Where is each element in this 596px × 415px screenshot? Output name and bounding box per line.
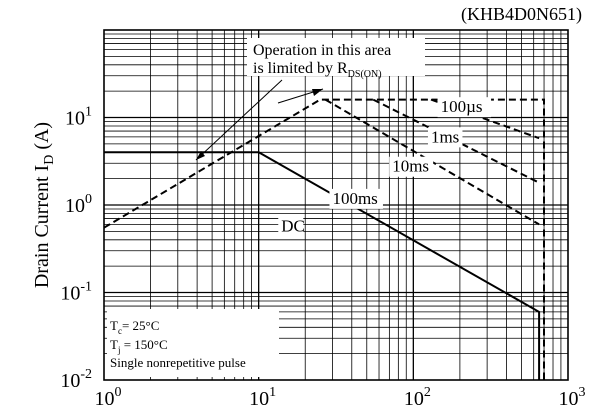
x-tick-label: 101	[249, 385, 276, 410]
y-tick-label: 10-1	[60, 280, 92, 305]
annotation-line1: Operation in this area	[253, 42, 391, 59]
curve-label-background	[437, 97, 492, 118]
curve-label: DC	[281, 216, 305, 235]
condition-pulse: Single nonrepetitive pulse	[110, 355, 246, 370]
curve-label-background	[278, 216, 304, 237]
annotation-arrowhead-2	[312, 89, 323, 96]
x-tick-label: 100	[95, 385, 122, 410]
conditions-background	[107, 309, 279, 377]
y-tick-label: 101	[65, 105, 92, 130]
curve-label-background	[389, 156, 434, 177]
y-axis-label: Drain Current ID (A)	[31, 122, 57, 288]
part-number: (KHB4D0N651)	[461, 4, 582, 25]
curve-label-background	[427, 127, 463, 148]
tick-labels: 100 101 102 103 10-2 10-1 100 101	[60, 105, 585, 411]
curve-label-background	[329, 188, 383, 209]
curve-label: 10ms	[392, 157, 429, 176]
x-tick-label: 102	[404, 385, 431, 410]
curve-label: 100µs	[441, 97, 483, 116]
condition-tc: Tc= 25°C	[110, 318, 159, 336]
curve-label: 100ms	[332, 189, 377, 208]
y-tick-label: 100	[65, 192, 92, 217]
annotation-arrowhead-1	[196, 151, 205, 160]
curve-label: 1ms	[431, 127, 459, 146]
soa-curve-dc	[104, 151, 541, 380]
annotation-line2: is limited by RDS(ON)	[253, 60, 382, 80]
condition-tj: Tj = 150°C	[110, 337, 168, 355]
x-tick-label: 103	[559, 385, 586, 410]
annotation-arrow-1	[195, 79, 283, 161]
annotation-background	[247, 38, 425, 76]
plot-frame	[103, 29, 569, 381]
soa-curve-1ms	[430, 98, 540, 140]
y-tick-label: 10-2	[60, 367, 92, 392]
soa-curve-100us	[103, 98, 545, 380]
